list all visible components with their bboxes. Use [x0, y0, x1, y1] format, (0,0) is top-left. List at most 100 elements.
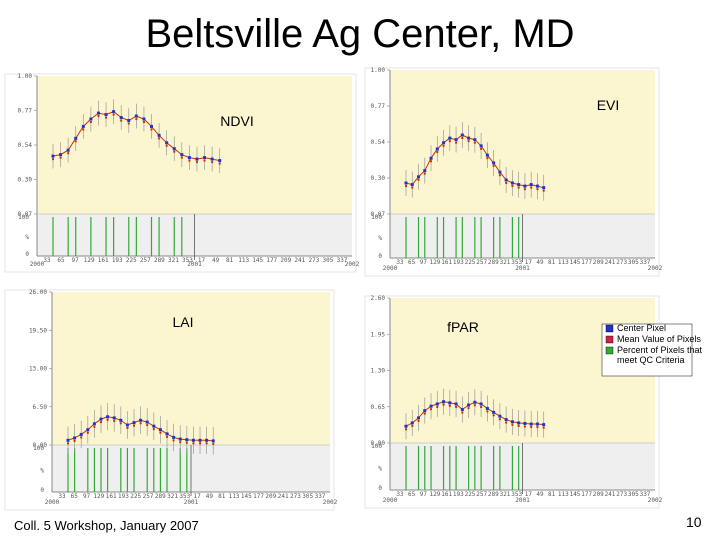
doy-label: 97 — [420, 491, 428, 498]
mean-point — [211, 161, 214, 164]
year-label-start: 2000 — [383, 265, 398, 272]
mean-point — [411, 424, 414, 427]
qc-tick-label: 0 — [378, 253, 382, 260]
mean-point — [218, 162, 221, 165]
mean-point — [455, 141, 458, 144]
center-pixel-point — [86, 428, 90, 432]
doy-label: 129 — [84, 257, 95, 264]
center-pixel-point — [125, 423, 129, 427]
doy-label: 273 — [308, 257, 319, 264]
mean-point — [212, 442, 215, 445]
chart-title: LAI — [172, 314, 193, 330]
mean-point — [165, 144, 168, 147]
center-pixel-point — [492, 161, 496, 165]
mean-point — [150, 128, 153, 131]
center-pixel-point — [467, 136, 471, 140]
center-pixel-point — [165, 432, 169, 436]
mean-point — [100, 421, 103, 424]
center-pixel-point — [106, 415, 110, 419]
mean-point — [93, 425, 96, 428]
doy-label: 113 — [229, 493, 240, 500]
doy-label: 273 — [616, 491, 627, 498]
mean-point — [89, 121, 92, 124]
mean-point — [405, 428, 407, 431]
center-pixel-point — [467, 403, 471, 407]
legend-label: Mean Value of Pixels — [617, 334, 701, 344]
mean-point — [135, 118, 138, 121]
mean-point — [126, 426, 129, 429]
mean-point — [517, 424, 520, 427]
mean-point — [185, 441, 188, 444]
doy-label: 353 — [179, 493, 190, 500]
center-pixel-point — [99, 417, 103, 421]
legend-swatch — [605, 346, 614, 355]
mean-point — [417, 178, 420, 181]
doy-label: 337 — [315, 493, 326, 500]
y-tick-label: 0.77 — [371, 103, 386, 110]
mean-point — [179, 441, 182, 444]
doy-label: 17 — [525, 259, 533, 266]
center-pixel-point — [211, 439, 215, 443]
center-pixel-point — [473, 400, 477, 404]
mean-point — [180, 156, 183, 159]
mean-point — [430, 408, 433, 411]
mean-point — [106, 418, 109, 421]
year-label-end: 2002 — [648, 497, 663, 504]
year-label-start: 2000 — [30, 261, 45, 268]
center-pixel-point — [479, 402, 483, 406]
y-tick-label: 6.50 — [33, 404, 48, 411]
center-pixel-point — [423, 409, 427, 413]
mean-point — [199, 442, 202, 445]
doy-label: 145 — [570, 491, 581, 498]
year-label-end: 2002 — [345, 261, 360, 268]
doy-label: 177 — [581, 491, 592, 498]
chart-title: fPAR — [447, 319, 479, 335]
y-tick-label: 1.00 — [18, 73, 33, 80]
doy-label: 193 — [112, 257, 123, 264]
mean-point — [127, 122, 130, 125]
y-tick-label: 0.77 — [18, 108, 33, 115]
doy-label: 225 — [126, 257, 137, 264]
center-pixel-point — [191, 438, 195, 442]
doy-label: 161 — [106, 493, 117, 500]
mean-point — [112, 113, 115, 116]
doy-label: 97 — [71, 257, 79, 264]
doy-label: 113 — [558, 491, 569, 498]
center-pixel-point — [92, 422, 96, 426]
mean-point — [523, 188, 526, 191]
chart-title: EVI — [597, 97, 620, 113]
mean-point — [523, 425, 526, 428]
legend-label: Percent of Pixels that meet QC Criteria — [617, 345, 703, 365]
qc-tick-label: 0 — [25, 251, 29, 258]
doy-label: 177 — [253, 493, 264, 500]
center-pixel-point — [195, 157, 199, 161]
mean-point — [146, 424, 149, 427]
mean-point — [511, 423, 514, 426]
mean-point — [52, 158, 54, 161]
center-pixel-point — [172, 147, 176, 151]
mean-point — [82, 128, 85, 131]
y-tick-label: 19.50 — [29, 327, 47, 334]
mean-point — [530, 426, 533, 429]
mean-point — [105, 116, 108, 119]
year-label-mid: 2001 — [515, 265, 530, 272]
doy-label: 193 — [118, 493, 129, 500]
center-pixel-point — [498, 170, 502, 174]
mean-point — [159, 431, 162, 434]
mean-point — [442, 144, 445, 147]
center-pixel-point — [429, 404, 433, 408]
doy-label: 289 — [488, 259, 499, 266]
center-pixel-point — [535, 184, 539, 188]
year-label-mid: 2001 — [184, 499, 199, 506]
center-pixel-point — [523, 421, 527, 425]
mean-point — [73, 439, 76, 442]
doy-label: 145 — [570, 259, 581, 266]
mean-point — [505, 421, 508, 424]
qc-tick-label: % — [40, 468, 44, 475]
doy-label: 17 — [194, 493, 202, 500]
page-number: 10 — [686, 514, 702, 530]
qc-tick-label: % — [378, 235, 382, 242]
